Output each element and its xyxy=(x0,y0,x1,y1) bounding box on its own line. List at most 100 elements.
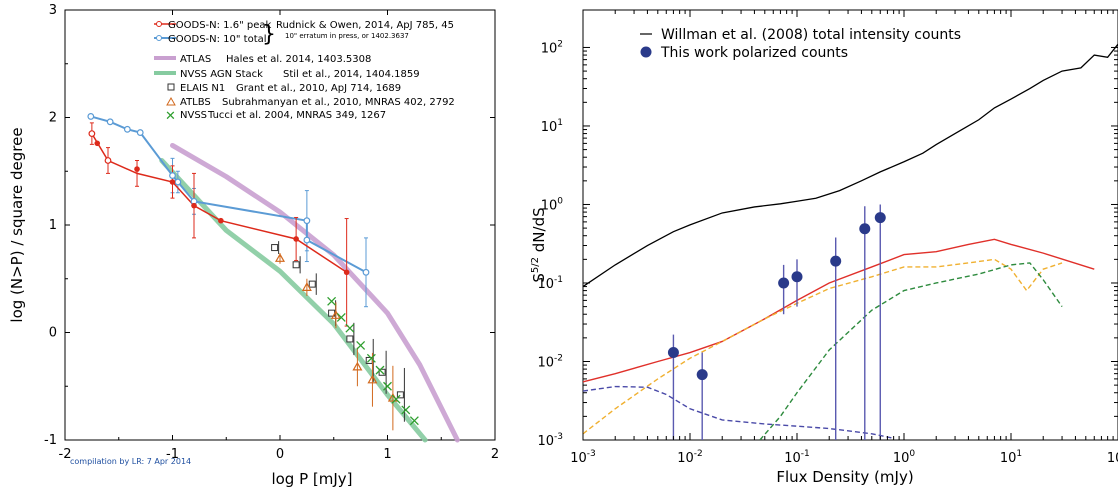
series-goods-peak-open-point xyxy=(88,130,96,138)
series-goods-peak-point xyxy=(218,217,224,224)
legend-goods-total-marker xyxy=(156,35,162,41)
series-goods-peak-point xyxy=(293,236,299,242)
legend-atlbs-ref: Subrahmanyan et al., 2010, MNRAS 402, 27… xyxy=(222,97,455,108)
series-elais-point xyxy=(292,261,300,269)
legend-nvss-marker: ✕ xyxy=(165,109,176,124)
series-goods-total-point xyxy=(123,125,131,133)
left-y-axis-label: log (N>P) / square degree xyxy=(8,127,26,322)
left-y-tick-label: 1 xyxy=(49,218,57,233)
series-goods-total-point xyxy=(303,236,311,244)
right-x-tick-label: 10-3 xyxy=(570,449,596,466)
legend-thiswork: This work polarized counts xyxy=(660,45,848,61)
series-nvss-point xyxy=(345,323,355,333)
legend-nvss-ref: Tucci et al. 2004, MNRAS 349, 1267 xyxy=(207,110,386,121)
series-goods-total-point xyxy=(174,178,182,186)
legend-thiswork-marker xyxy=(640,46,652,58)
series-goods-total-point xyxy=(169,172,176,179)
series-nvss-point xyxy=(391,394,401,404)
series-polarized-point xyxy=(667,347,679,359)
series-nvss-point xyxy=(336,312,346,322)
series-goods-peak-open-point xyxy=(104,157,112,164)
left-x-tick-label: -1 xyxy=(166,447,179,462)
series-goods-total-point xyxy=(106,118,114,126)
legend-elais-marker xyxy=(167,83,175,91)
legend-atlas-ref: Hales et al. 2014, 1403.5308 xyxy=(226,54,371,65)
series-elais-point xyxy=(346,335,354,343)
legend-atlbs-marker xyxy=(166,96,176,106)
left-plot-frame xyxy=(64,9,496,441)
series-goods-peak-point xyxy=(169,179,176,185)
right-series-layer xyxy=(583,43,1118,440)
right-clipped-layer xyxy=(583,43,1118,440)
right-y-tick-label: 101 xyxy=(541,118,563,135)
right-y-label-rest: dN/dS xyxy=(530,207,548,257)
series-polarized-point xyxy=(830,255,842,267)
legend-elais: ELAIS N1 xyxy=(180,83,225,94)
series-goods-peak-point xyxy=(134,166,140,172)
right-y-tick-label: 100 xyxy=(541,196,564,213)
left-y-tick-label: -1 xyxy=(44,433,57,448)
series-polarized-point xyxy=(778,277,790,289)
right-x-tick-label: 10-2 xyxy=(677,449,703,466)
series-atlbs-point xyxy=(367,374,378,384)
left-x-tick-label: 1 xyxy=(383,447,391,462)
right-x-axis-label: Flux Density (mJy) xyxy=(776,468,913,486)
series-nvss-point xyxy=(383,381,392,391)
legend-atlas: ATLAS xyxy=(180,54,211,65)
series-atlbs-point xyxy=(301,282,312,291)
series-orange-line xyxy=(583,258,1063,435)
legend-willman: Willman et al. (2008) total intensity co… xyxy=(661,27,961,43)
series-polarized-point xyxy=(874,212,886,224)
legend-nvss-stack-ref: Stil et al., 2014, 1404.1859 xyxy=(283,69,420,80)
legend-goods-peak-marker xyxy=(156,21,162,27)
right-plot-frame xyxy=(582,9,1118,441)
right-y-label-s: S xyxy=(530,273,548,283)
series-elais-point xyxy=(271,244,279,252)
series-goods-total-point xyxy=(136,129,144,136)
right-y-axis-label: S5/2 dN/dS xyxy=(530,207,548,282)
series-purple-line xyxy=(583,385,894,440)
right-legend: Willman et al. (2008) total intensity co… xyxy=(640,27,961,61)
series-nvss-point xyxy=(409,416,419,426)
left-x-tick-label: 2 xyxy=(491,447,499,462)
series-nvss-point xyxy=(401,405,411,415)
series-elais-point xyxy=(308,280,316,288)
series-goods-peak-point xyxy=(343,269,350,276)
series-goods-total-point xyxy=(303,217,311,225)
right-y-tick-label: 10-2 xyxy=(537,353,563,370)
left-series-layer xyxy=(87,113,460,443)
series-nvss-point xyxy=(327,296,337,306)
series-green-line xyxy=(759,262,1063,440)
legend-goods-ref: Rudnick & Owen, 2014, ApJ 785, 45 xyxy=(276,20,454,31)
series-nvss-point xyxy=(375,365,385,375)
right-y-tick-label: 102 xyxy=(541,39,563,56)
right-y-label-exp: 5/2 xyxy=(530,257,541,273)
right-y-tick-label: 10-1 xyxy=(537,275,563,292)
series-atlas-line xyxy=(170,142,460,443)
series-goods-peak-point xyxy=(94,140,101,147)
left-y-tick-label: 0 xyxy=(49,326,57,341)
left-x-tick-label: -2 xyxy=(59,447,72,462)
legend-nvss-stack: NVSS AGN Stack xyxy=(180,69,263,80)
series-nvss-point xyxy=(366,353,376,363)
series-elais-point xyxy=(396,391,404,399)
legend-atlbs: ATLBS xyxy=(180,97,211,108)
legend-nvss: NVSS xyxy=(180,110,207,121)
right-y-tick-label: 10-3 xyxy=(537,432,563,449)
series-willman-line xyxy=(583,43,1118,288)
left-y-tick-label: 3 xyxy=(49,3,57,18)
right-x-tick-label: 101 xyxy=(1000,449,1022,466)
left-y-tick-label: 2 xyxy=(49,111,57,126)
series-goods-total-line xyxy=(90,115,367,274)
left-x-axis-label: log P [mJy] xyxy=(271,470,352,488)
series-goods-total-point xyxy=(362,268,370,276)
series-polarized-point xyxy=(791,271,803,283)
right-chart: 10-3 10-2 10-1 100 101 102 10-3 10-2 10-1 100 101 1… xyxy=(530,9,1118,486)
legend-goods-note: 10" erratum in press, or 1402.3637 xyxy=(285,32,409,40)
right-x-tick-label: 102 xyxy=(1107,449,1118,466)
left-legend: GOODS-N: 1.6" peak GOODS-N: 10" total } … xyxy=(154,20,455,124)
series-polarized-point xyxy=(859,223,871,235)
